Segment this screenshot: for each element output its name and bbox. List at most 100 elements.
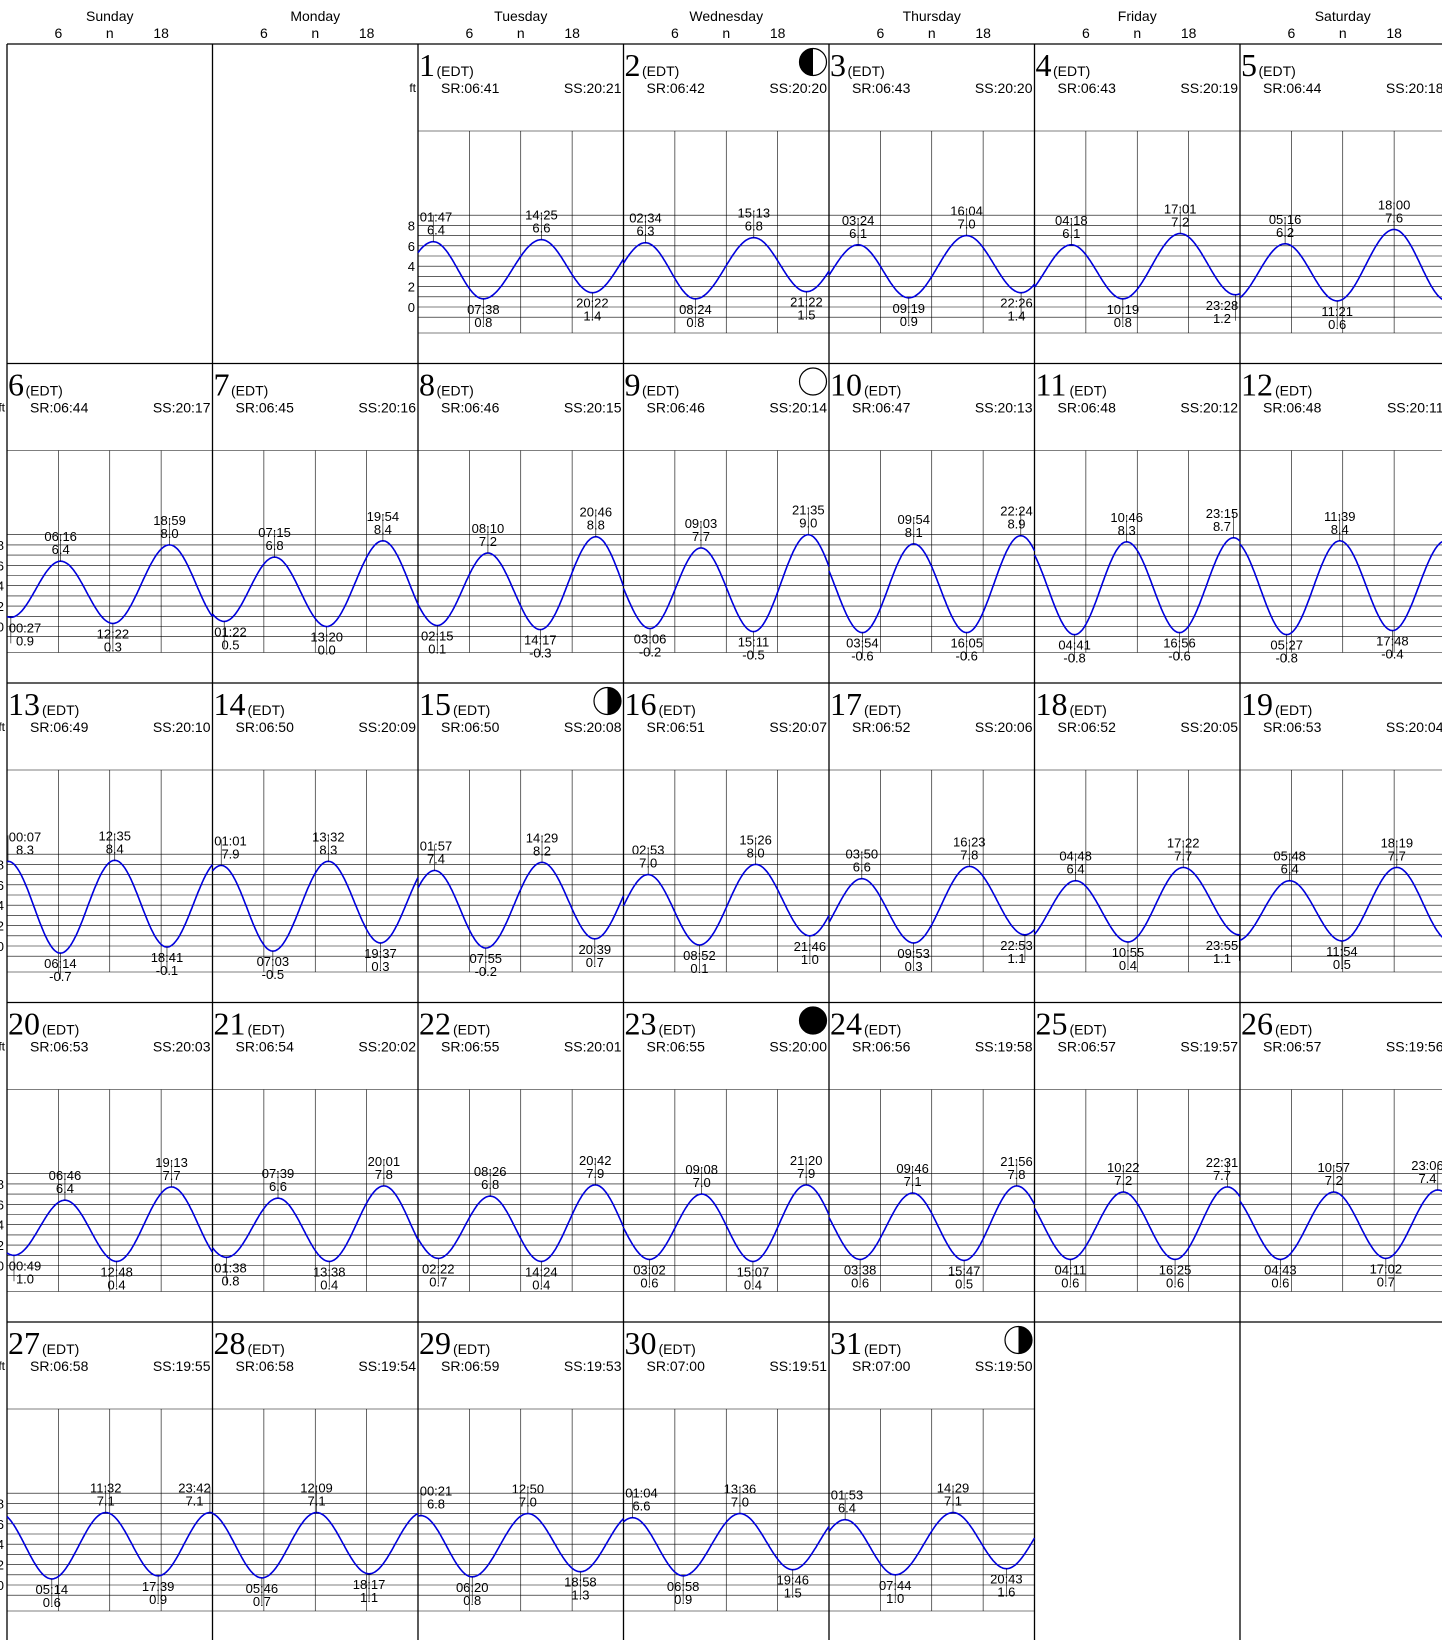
timezone-label: (EDT)	[453, 702, 490, 718]
low-tide-time: 17:39	[142, 1579, 175, 1594]
high-tide-time: 12:09	[300, 1481, 333, 1496]
low-tide-height: -0.2	[639, 645, 661, 660]
sunrise-time: SR:06:51	[647, 719, 706, 735]
low-tide-height: 1.4	[1007, 309, 1025, 324]
sunrise-time: SR:06:48	[1058, 400, 1117, 416]
tide-curve	[622, 236, 830, 300]
low-tide-height: 0.9	[149, 1592, 167, 1607]
tide-curve	[828, 534, 1036, 634]
hour-tick-label: 6	[1287, 25, 1295, 41]
timezone-label: (EDT)	[1259, 63, 1296, 79]
high-tide-height: 8.0	[747, 845, 765, 860]
y-tick-label: 0	[0, 1578, 4, 1593]
high-tide-height: 6.8	[745, 219, 763, 234]
low-tide-height: -0.6	[1168, 649, 1190, 664]
low-tide-time: 21:22	[790, 295, 823, 310]
tide-curve	[623, 1512, 830, 1577]
tide-curve	[622, 1184, 830, 1263]
high-tide-height: 8.2	[533, 843, 551, 858]
tide-curve	[212, 1511, 419, 1579]
high-tide-height: 6.6	[632, 1499, 650, 1514]
low-tide-height: 0.1	[690, 961, 708, 976]
high-tide-height: 8.9	[1007, 517, 1025, 532]
timezone-label: (EDT)	[659, 1022, 696, 1038]
high-tide-time: 14:29	[937, 1481, 970, 1496]
high-tide-time: 06:16	[44, 529, 77, 544]
low-tide-time: 10:19	[1107, 302, 1140, 317]
low-tide-height: 0.0	[318, 643, 336, 658]
weekday-header: Tuesday	[494, 8, 547, 24]
tide-curve	[1239, 228, 1442, 302]
high-tide-height: 6.4	[427, 223, 445, 238]
high-tide-time: 22:24	[1000, 504, 1033, 519]
y-tick-label: 8	[0, 1496, 4, 1511]
high-tide-time: 07:39	[262, 1166, 295, 1181]
high-tide-height: 7.1	[904, 1174, 922, 1189]
hour-tick-label: n	[1133, 25, 1141, 41]
weekday-header: Monday	[290, 8, 340, 24]
low-tide-time: 15:47	[948, 1263, 981, 1278]
timezone-label: (EDT)	[42, 702, 79, 718]
high-tide-time: 14:29	[526, 830, 559, 845]
low-tide-time: 20:43	[990, 1572, 1023, 1587]
sunset-time: SS:19:55	[153, 1358, 211, 1374]
last-quarter-moon-icon-shade	[1018, 1326, 1032, 1354]
low-tide-height: 0.5	[221, 637, 239, 652]
low-tide-height: 0.8	[463, 1593, 481, 1608]
high-tide-time: 03:24	[842, 213, 875, 228]
unit-label: ft	[0, 401, 6, 415]
high-tide-time: 18:19	[1381, 835, 1414, 850]
low-tide-time: 06:14	[44, 956, 77, 971]
low-tide-height: 0.3	[371, 959, 389, 974]
low-tide-time: 15:11	[738, 635, 770, 650]
low-tide-time: 17:02	[1370, 1261, 1403, 1276]
sunset-time: SS:20:04	[1386, 719, 1442, 735]
sunrise-time: SR:06:52	[852, 719, 911, 735]
low-tide-time: 13:38	[313, 1264, 346, 1279]
high-tide-time: 17:22	[1167, 835, 1200, 850]
tide-curve	[6, 544, 214, 625]
high-tide-height: 7.6	[1385, 210, 1403, 225]
tide-curve	[622, 863, 830, 946]
low-tide-height: 0.8	[686, 315, 704, 330]
low-tide-height: 0.8	[221, 1273, 239, 1288]
low-tide-height: 1.0	[16, 1271, 34, 1286]
timezone-label: (EDT)	[437, 63, 474, 79]
sunrise-time: SR:06:53	[30, 1039, 89, 1055]
low-tide-time: 06:20	[456, 1580, 489, 1595]
unit-label: ft	[0, 1359, 6, 1373]
tide-curve	[1239, 540, 1442, 636]
low-tide-time: 13:20	[310, 630, 343, 645]
y-tick-label: 4	[0, 1218, 4, 1233]
high-tide-height: 6.6	[532, 221, 550, 236]
y-tick-label: 4	[0, 1537, 4, 1552]
high-tide-time: 01:04	[625, 1486, 658, 1501]
high-tide-height: 7.1	[97, 1494, 115, 1509]
first-quarter-moon-icon-shade	[799, 48, 813, 76]
sunset-time: SS:19:57	[1180, 1039, 1238, 1055]
sunrise-time: SR:06:43	[852, 80, 911, 96]
low-tide-time: 01:38	[214, 1260, 247, 1275]
low-tide-time: 19:46	[776, 1573, 809, 1588]
high-tide-time: 19:13	[155, 1155, 188, 1170]
sunrise-time: SR:06:57	[1058, 1039, 1117, 1055]
sunrise-time: SR:06:56	[852, 1039, 911, 1055]
sunrise-time: SR:06:55	[441, 1039, 500, 1055]
high-tide-height: 7.8	[960, 847, 978, 862]
high-tide-time: 10:46	[1110, 510, 1143, 525]
day-number: 27	[8, 1325, 40, 1361]
high-tide-height: 7.0	[693, 1175, 711, 1190]
low-tide-time: 19:37	[364, 946, 397, 961]
high-tide-height: 6.1	[1062, 226, 1080, 241]
timezone-label: (EDT)	[1275, 383, 1312, 399]
timezone-label: (EDT)	[864, 1022, 901, 1038]
low-tide-height: 0.4	[1119, 958, 1137, 973]
tide-curve	[828, 1185, 1036, 1262]
sunset-time: SS:19:54	[358, 1358, 416, 1374]
day-number: 19	[1241, 686, 1273, 722]
hour-tick-label: 18	[1181, 25, 1197, 41]
low-tide-height: 0.7	[429, 1274, 447, 1289]
low-tide-time: 10:55	[1112, 945, 1145, 960]
low-tide-time: 22:53	[1000, 938, 1033, 953]
day-number: 18	[1036, 686, 1068, 722]
